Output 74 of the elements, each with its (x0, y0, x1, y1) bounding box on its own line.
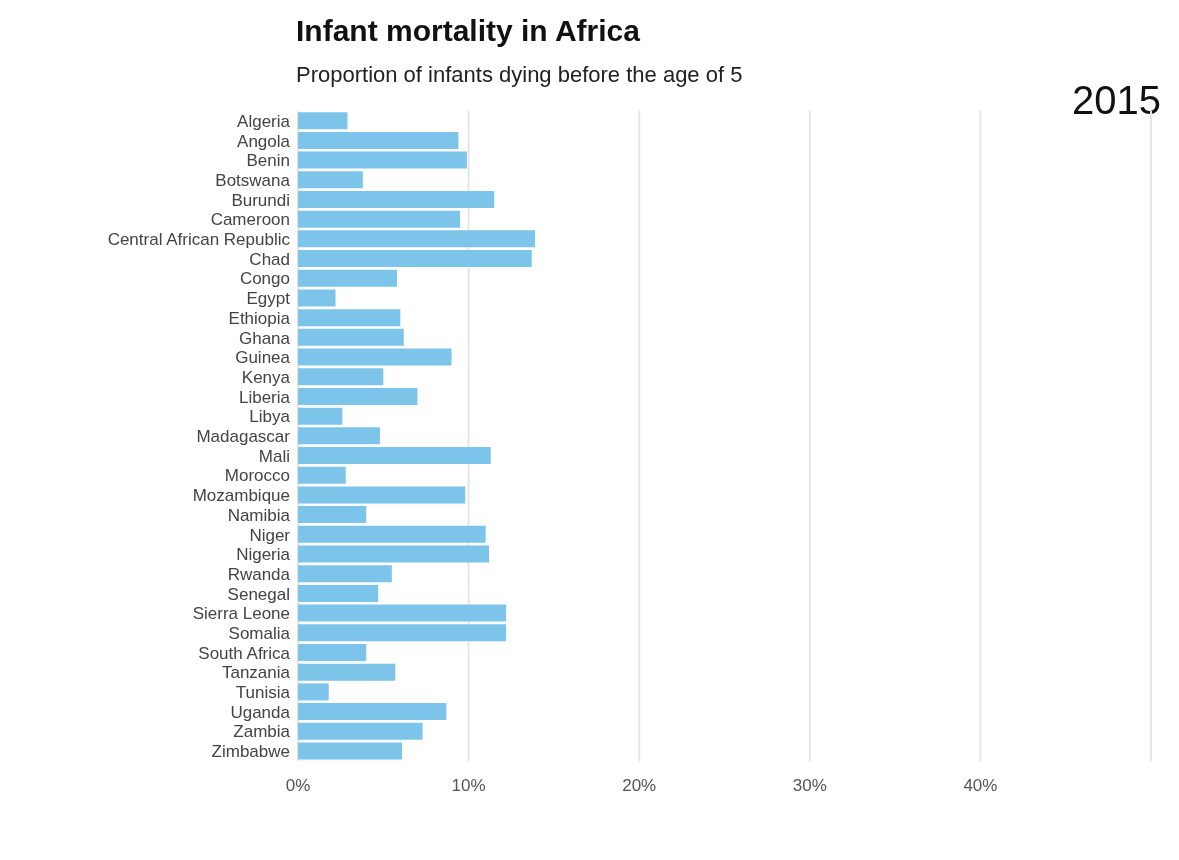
bar (298, 230, 536, 248)
y-tick-label: Morocco (224, 466, 290, 486)
bar (298, 663, 396, 681)
y-tick-label: Ghana (238, 328, 291, 348)
y-tick-label: Nigeria (236, 545, 291, 565)
y-tick-label: Mali (258, 446, 290, 466)
y-tick-label: Uganda (230, 702, 291, 722)
y-tick-label: Ethiopia (228, 308, 291, 328)
bar (298, 624, 507, 642)
bar (298, 190, 495, 208)
y-tick-label: Zambia (233, 722, 291, 742)
y-tick-label: Botswana (215, 170, 291, 190)
x-tick-label: 20% (622, 776, 657, 796)
bar (298, 683, 329, 701)
y-tick-label: Tanzania (221, 663, 291, 683)
chart-title: Infant mortality in Africa (296, 14, 641, 48)
y-tick-label: Libya (249, 407, 291, 427)
y-tick-label: Central African Republic (107, 230, 291, 250)
y-tick-label: Senegal (227, 584, 290, 604)
bar (298, 427, 380, 445)
chart-subtitle: Proportion of infants dying before the age of 5 (296, 62, 743, 87)
bar (298, 525, 486, 543)
bar (298, 545, 490, 563)
y-tick-label: Congo (239, 269, 290, 289)
x-tick-label: 10% (451, 776, 486, 796)
bar (298, 722, 423, 740)
annotation: 2015 (1072, 78, 1161, 123)
y-tick-label: Burundi (231, 190, 290, 210)
bar (298, 348, 452, 366)
bar (298, 210, 461, 228)
x-tick-label: 40% (963, 776, 998, 796)
bar (298, 171, 363, 189)
y-tick-label: Kenya (241, 367, 291, 387)
y-tick-label: Niger (249, 525, 291, 545)
bar (298, 387, 418, 405)
bar (298, 328, 404, 346)
bar (298, 506, 367, 524)
y-tick-label: Zimbabwe (211, 742, 290, 762)
bar (298, 604, 507, 622)
bar (298, 131, 459, 149)
bar (298, 703, 447, 721)
y-tick-label: Rwanda (227, 564, 291, 584)
x-tick-label: 0% (285, 776, 311, 796)
y-tick-label: Tunisia (235, 683, 291, 703)
y-tick-label: Liberia (238, 387, 291, 407)
x-tick-label: 30% (792, 776, 827, 796)
y-tick-label: Sierra Leone (192, 604, 290, 624)
bar (298, 466, 346, 484)
bar (298, 112, 348, 130)
bar (298, 742, 403, 760)
bar (298, 447, 491, 465)
y-tick-label: Namibia (227, 505, 291, 525)
y-tick-label: Cameroon (210, 210, 290, 230)
y-tick-label: Guinea (235, 348, 291, 368)
bar (298, 486, 466, 504)
bar (298, 565, 392, 583)
y-tick-label: Madagascar (196, 427, 291, 447)
y-tick-label: Egypt (246, 289, 291, 309)
bar (298, 407, 343, 425)
y-tick-label: Benin (246, 151, 290, 171)
y-tick-label: Algeria (237, 111, 291, 131)
bar (298, 151, 467, 169)
y-tick-label: Somalia (228, 624, 291, 643)
y-tick-label: Chad (249, 249, 290, 269)
bar (298, 269, 397, 287)
bar (298, 250, 532, 268)
bar (298, 584, 379, 602)
y-tick-label: Angola (237, 131, 291, 151)
y-tick-label: Mozambique (192, 486, 290, 506)
bar (298, 644, 367, 661)
bar (298, 368, 384, 386)
bar (298, 289, 336, 307)
bar (298, 309, 401, 327)
y-tick-label: South Africa (198, 643, 291, 663)
